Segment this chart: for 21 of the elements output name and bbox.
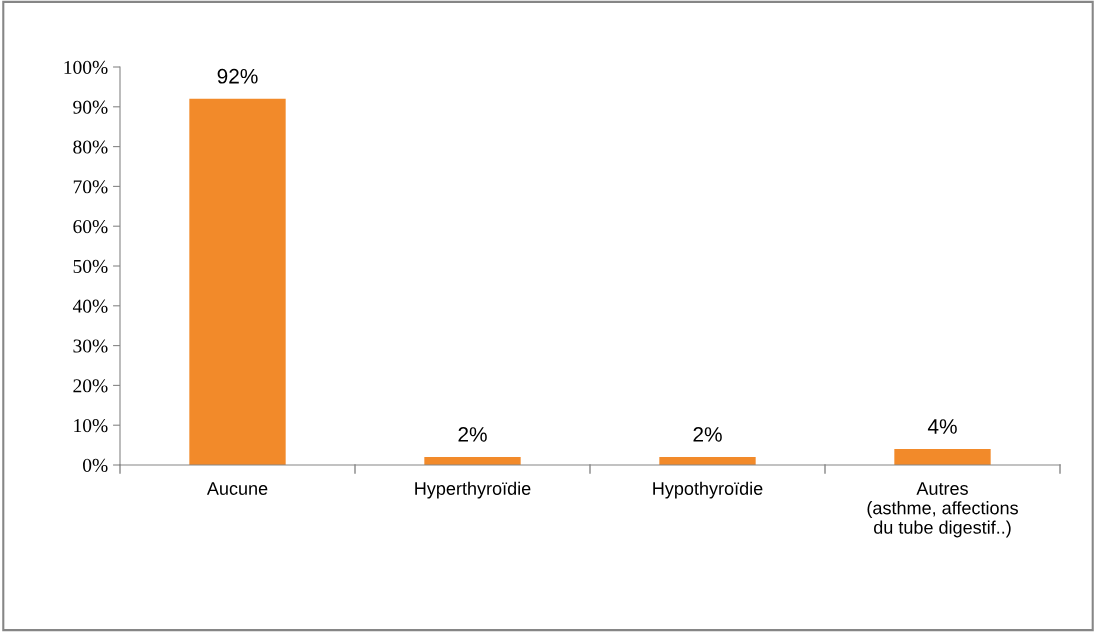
y-tick-label: 30% bbox=[73, 339, 108, 353]
y-tick-label: 0% bbox=[83, 458, 108, 472]
y-tick-label: 50% bbox=[73, 259, 108, 273]
y-tick-label: 80% bbox=[73, 140, 108, 154]
x-tick-label: Autres (asthme, affections du tube digestif..) bbox=[867, 482, 1018, 538]
x-tick-label: Hypothyroïdie bbox=[653, 481, 763, 499]
bar bbox=[894, 449, 991, 465]
data-label: 2% bbox=[693, 427, 722, 442]
x-tick-label: Aucune bbox=[206, 482, 268, 495]
data-label: 92% bbox=[217, 68, 258, 84]
y-tick-label: 70% bbox=[73, 180, 108, 194]
bar bbox=[189, 98, 286, 465]
y-tick-label: 10% bbox=[74, 419, 108, 433]
y-tick-label: 40% bbox=[72, 299, 108, 313]
y-tick-label: 60% bbox=[73, 220, 108, 234]
data-label: 2% bbox=[458, 427, 487, 442]
x-tick-label: Hyperthyroïdie bbox=[415, 481, 531, 499]
y-tick-label: 20% bbox=[73, 379, 108, 393]
y-tick-label: 90% bbox=[73, 100, 108, 114]
data-label: 4% bbox=[927, 419, 957, 434]
y-tick-label: 100% bbox=[64, 60, 108, 74]
